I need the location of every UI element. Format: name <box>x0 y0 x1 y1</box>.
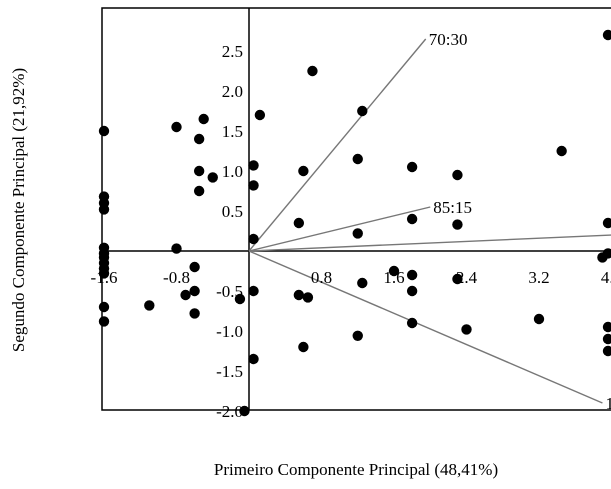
data-point <box>189 308 200 319</box>
data-point <box>248 233 259 245</box>
data-point <box>298 165 309 177</box>
data-point <box>193 165 205 177</box>
data-point <box>602 333 611 345</box>
data-point <box>406 269 418 281</box>
vector-line <box>248 206 431 252</box>
data-point <box>406 317 418 329</box>
y-tick-label: -1.0 <box>216 322 243 341</box>
data-point <box>171 243 182 254</box>
data-point <box>302 292 314 303</box>
data-point <box>298 341 309 353</box>
x-tick-label: 4.0 <box>601 268 611 287</box>
data-point <box>239 405 250 417</box>
data-point <box>406 213 418 225</box>
data-point <box>406 285 418 297</box>
data-point <box>144 300 155 311</box>
data-point <box>189 261 200 273</box>
data-point <box>357 105 368 117</box>
data-point <box>254 109 266 121</box>
data-point <box>452 273 463 285</box>
data-point <box>248 353 259 365</box>
vector-label: 70:30 <box>429 30 468 49</box>
x-axis-title: Primeiro Componente Principal (48,41%) <box>214 460 498 479</box>
data-point <box>98 204 110 215</box>
data-point <box>388 265 400 277</box>
data-point <box>248 285 259 297</box>
data-point <box>98 268 110 279</box>
data-point <box>171 121 182 133</box>
y-tick-label: -2.0 <box>216 402 243 421</box>
data-point <box>248 160 259 171</box>
vector-line <box>248 250 603 404</box>
x-tick-label: 2.4 <box>456 268 478 287</box>
data-point <box>180 289 191 301</box>
data-point <box>98 125 110 137</box>
data-point <box>602 345 611 357</box>
data-point <box>556 145 567 157</box>
x-tick-label: 3.2 <box>528 268 549 287</box>
data-point <box>293 289 305 301</box>
data-point <box>533 313 545 325</box>
vector-label: 85:15 <box>433 198 472 217</box>
y-tick-label: 2.0 <box>222 82 243 101</box>
x-tick-label: 0.8 <box>311 268 332 287</box>
data-point <box>602 29 611 41</box>
data-point <box>198 113 209 125</box>
data-point <box>98 301 110 313</box>
data-point <box>452 219 463 230</box>
data-point <box>193 133 205 145</box>
y-tick-label: -1.5 <box>216 362 243 381</box>
plot-frame <box>101 7 611 411</box>
y-axis-title: Segundo Componente Principal (21,92%) <box>9 68 28 352</box>
data-point <box>452 169 463 181</box>
data-point <box>352 153 363 165</box>
data-point <box>307 65 318 77</box>
data-point <box>602 217 611 229</box>
data-point <box>189 285 200 297</box>
vector-line <box>248 234 611 252</box>
y-tick-label: -0.5 <box>216 282 243 301</box>
data-point <box>597 252 608 263</box>
data-point <box>248 180 259 191</box>
data-point <box>406 161 418 173</box>
y-tick-label: 1.5 <box>222 122 243 141</box>
y-tick-label: 0.5 <box>222 202 243 221</box>
data-point <box>357 277 368 289</box>
y-tick-label: 2.5 <box>222 42 243 61</box>
data-point <box>352 330 363 341</box>
data-point <box>98 316 110 327</box>
data-point <box>602 321 611 333</box>
score-points <box>98 29 611 417</box>
data-point <box>193 185 205 197</box>
x-tick-label: -1.6 <box>91 268 118 287</box>
data-point <box>234 293 246 305</box>
x-tick-label: 1.6 <box>383 268 404 287</box>
y-tick-labels: 2.5 2.0 1.5 1.0 0.5 -0.5 -1.0 -1.5 -2.0 <box>216 42 243 421</box>
x-tick-labels: -1.6-0.80.81.62.43.24.04.8 <box>91 268 611 287</box>
x-tick-label: -0.8 <box>163 268 190 287</box>
data-point <box>352 228 363 239</box>
vector-label: 100:0 <box>605 394 611 413</box>
data-point <box>293 217 305 229</box>
vector-line <box>248 38 427 252</box>
data-point <box>207 172 218 183</box>
y-tick-label: 1.0 <box>222 162 243 181</box>
data-point <box>461 324 472 335</box>
